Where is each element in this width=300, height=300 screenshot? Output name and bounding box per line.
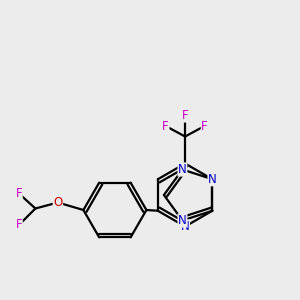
Text: F: F xyxy=(16,187,22,200)
Text: O: O xyxy=(53,196,62,209)
Text: N: N xyxy=(178,163,187,176)
Text: F: F xyxy=(201,119,208,133)
Text: F: F xyxy=(16,218,22,232)
Text: F: F xyxy=(182,109,188,122)
Text: F: F xyxy=(162,119,169,133)
Text: N: N xyxy=(181,220,190,233)
Text: N: N xyxy=(208,173,217,186)
Text: N: N xyxy=(178,214,187,227)
